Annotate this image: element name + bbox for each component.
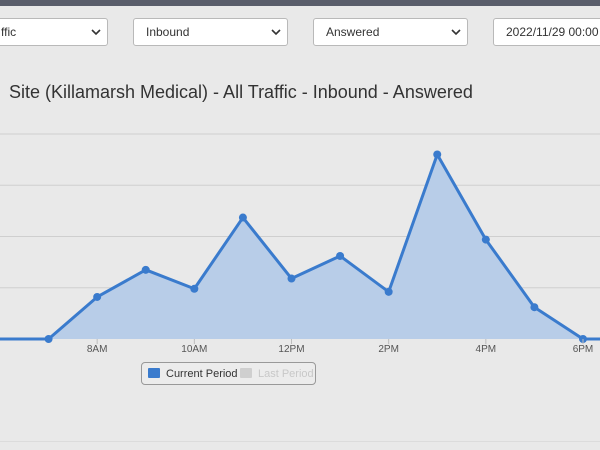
series-area-current-period <box>0 154 600 339</box>
x-tick-label: 10AM <box>181 344 207 355</box>
data-point <box>481 235 490 244</box>
status-select-value: Answered <box>326 25 380 39</box>
top-bar <box>0 0 600 6</box>
data-point <box>44 335 53 343</box>
series-line-current-period <box>0 153 600 341</box>
date-range-value: 2022/11/29 00:00 - <box>506 25 600 39</box>
chevron-down-icon <box>271 29 281 36</box>
data-point <box>287 274 296 283</box>
data-point <box>384 287 393 296</box>
data-point <box>238 213 247 222</box>
traffic-select[interactable]: ffic <box>0 18 108 46</box>
data-point <box>530 303 539 312</box>
direction-select[interactable]: Inbound <box>133 18 288 46</box>
direction-select-value: Inbound <box>146 25 190 39</box>
x-tick-label: 2PM <box>378 344 399 355</box>
chevron-down-icon <box>91 29 101 36</box>
status-select[interactable]: Answered <box>313 18 468 46</box>
x-tick-label: 4PM <box>476 344 497 355</box>
data-point <box>433 150 442 159</box>
legend-item-current[interactable]: Current Period <box>148 367 238 381</box>
x-tick-label: 8AM <box>87 344 108 355</box>
chart-legend: Current Period Last Period <box>141 362 316 385</box>
data-point <box>190 284 199 293</box>
legend-swatch-last <box>240 368 252 378</box>
chart-plot: 8AM 10AM 12PM 2PM 4PM 6PM <box>0 133 600 355</box>
date-range-input[interactable]: 2022/11/29 00:00 - <box>493 18 600 46</box>
legend-label-current: Current Period <box>166 368 238 380</box>
chevron-down-icon <box>451 29 461 36</box>
data-point <box>141 265 150 274</box>
data-point <box>336 251 345 260</box>
traffic-select-value: ffic <box>1 25 17 39</box>
legend-item-last[interactable]: Last Period <box>240 367 314 381</box>
panel-divider <box>0 441 600 442</box>
filter-bar: ffic Inbound Answered 2022/11/29 00:00 - <box>0 6 600 64</box>
data-point <box>93 292 102 301</box>
legend-swatch-current <box>148 368 160 378</box>
chart-panel: Site (Killamarsh Medical) - All Traffic … <box>0 64 600 450</box>
x-tick-label: 12PM <box>278 344 304 355</box>
chart-title: Site (Killamarsh Medical) - All Traffic … <box>9 82 473 102</box>
legend-label-last: Last Period <box>258 368 314 380</box>
x-tick-label: 6PM <box>573 344 594 355</box>
